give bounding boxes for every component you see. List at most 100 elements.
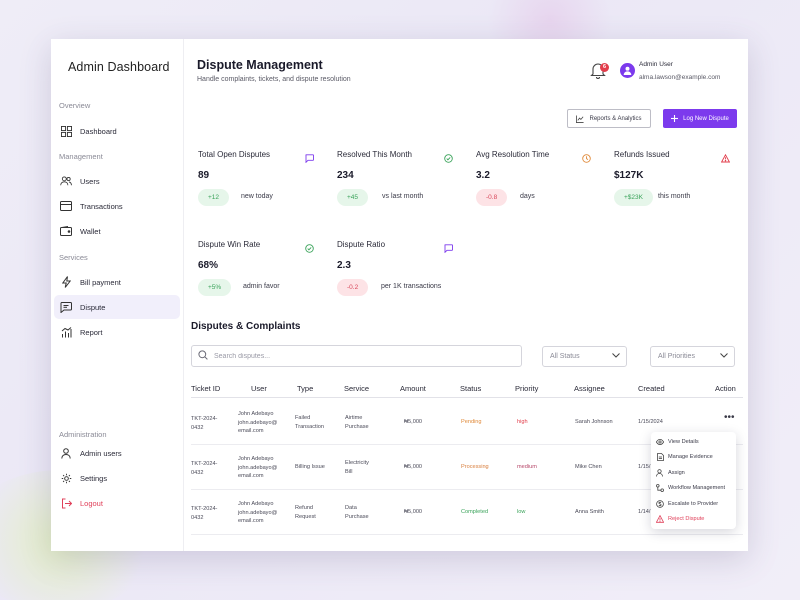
sidebar-item-wallet[interactable]: Wallet [54, 219, 180, 243]
plus-icon [671, 115, 679, 122]
amount-cell: ₦5,000 [404, 509, 423, 515]
search-box [191, 345, 522, 367]
user-cell: John Adebayo john.adebayo@ email.com [238, 411, 278, 434]
column-header: Action [715, 384, 736, 393]
users-icon [60, 175, 72, 187]
stat-card-avg-resolution: Avg Resolution Time 3.2 -0.8 days [476, 150, 596, 220]
stat-change-badge: -0.8 [476, 189, 508, 206]
section-title: Disputes & Complaints [191, 321, 301, 332]
stat-card-dispute-ratio: Dispute Ratio 2.3 -0.2 per 1K transactio… [337, 240, 457, 310]
created-cell: 1/14/ [638, 509, 651, 515]
gear-icon [60, 472, 72, 484]
column-header: Assignee [574, 384, 605, 393]
user-cell: John Adebayo john.adebayo@ email.com [238, 501, 278, 524]
stat-label: Dispute Ratio [337, 240, 386, 249]
ticket-id: TKT-2024- 0432 [191, 461, 218, 476]
log-new-dispute-label: Log New Dispute [683, 115, 729, 122]
menu-item-label: Workflow Management [668, 485, 726, 492]
bar-chart-icon [60, 326, 72, 338]
sidebar-item-dashboard[interactable]: Dashboard [54, 119, 180, 143]
search-input[interactable] [214, 352, 494, 360]
stat-note: admin favor [243, 283, 280, 290]
page-subtitle: Handle complaints, tickets, and dispute … [197, 76, 351, 83]
document-icon [656, 453, 664, 462]
sidebar-item-label: Bill payment [80, 277, 121, 287]
assignee-cell: Anna Smith [575, 509, 604, 515]
section-management: Management [59, 152, 103, 161]
menu-item-assign[interactable]: Assign [651, 465, 736, 481]
dollar-circle-icon [656, 499, 664, 508]
sidebar-item-label: Admin users [80, 448, 122, 458]
sidebar-item-users[interactable]: Users [54, 169, 180, 193]
stat-value: 3.2 [476, 170, 490, 181]
assignee-cell: Sarah Johnson [575, 419, 613, 425]
table-row[interactable]: TKT-2024- 0432 John Adebayo john.adebayo@ e… [191, 400, 743, 445]
sidebar-item-label: Transactions [80, 201, 123, 211]
sidebar-item-label: Logout [80, 498, 103, 508]
sidebar-item-admin-users[interactable]: Admin users [54, 441, 180, 465]
more-actions-icon[interactable]: ••• [724, 412, 735, 423]
menu-item-escalate[interactable]: Escalate to Provider [651, 496, 736, 512]
main-content: Dispute Management Handle complaints, ti… [185, 39, 748, 551]
menu-item-label: Manage Evidence [668, 454, 713, 461]
status-badge: Processing [461, 464, 489, 470]
assignee-cell: Mike Chen [575, 464, 602, 470]
sidebar-item-report[interactable]: Report [54, 320, 180, 344]
menu-item-label: View Details [668, 438, 699, 445]
sidebar-item-bill-payment[interactable]: Bill payment [54, 270, 180, 294]
stat-label: Total Open Disputes [198, 150, 271, 159]
sidebar-item-logout[interactable]: Logout [54, 491, 180, 515]
priority-filter-select[interactable]: All Priorities [650, 346, 735, 367]
avatar[interactable] [620, 63, 635, 78]
table-header: Ticket ID User Type Service Amount Statu… [191, 384, 743, 398]
stat-value: 68% [198, 260, 219, 271]
section-administration: Administration [59, 430, 107, 439]
stat-card-win-rate: Dispute Win Rate 68% +5% admin favor [198, 240, 318, 310]
sidebar-item-label: Settings [80, 473, 108, 483]
clock-icon [582, 150, 591, 163]
stat-value: 2.3 [337, 260, 351, 271]
reports-analytics-button[interactable]: Reports & Analytics [567, 109, 651, 128]
stat-note: vs last month [382, 193, 424, 200]
stat-change-badge: +12 [198, 189, 230, 206]
warning-icon [720, 150, 731, 163]
sidebar-item-transactions[interactable]: Transactions [54, 194, 180, 218]
column-header: Status [460, 384, 482, 393]
amount-cell: ₦5,000 [404, 419, 423, 425]
user-name: Admin User [639, 61, 673, 68]
menu-item-view-details[interactable]: View Details [651, 434, 736, 450]
user-plus-icon [656, 468, 664, 477]
stat-value: 89 [198, 170, 210, 181]
sidebar-item-label: Wallet [80, 226, 101, 236]
sidebar-item-settings[interactable]: Settings [54, 466, 180, 490]
priority-badge: low [517, 509, 526, 515]
column-header: Amount [400, 384, 426, 393]
wallet-icon [60, 225, 72, 237]
brand-title: Admin Dashboard [68, 60, 170, 74]
table-row[interactable]: TKT-2024- 0432 John Adebayo john.adebayo@ e… [191, 490, 743, 535]
priority-badge: medium [517, 464, 537, 470]
grid-icon [60, 125, 72, 137]
stat-label: Refunds Issued [614, 150, 670, 159]
menu-item-workflow-management[interactable]: Workflow Management [651, 481, 736, 497]
log-new-dispute-button[interactable]: Log New Dispute [663, 109, 737, 128]
service-cell: Data Purchase [345, 505, 369, 520]
reports-analytics-label: Reports & Analytics [589, 115, 642, 122]
menu-item-reject-dispute[interactable]: Reject Dispute [651, 512, 736, 528]
stat-value: 234 [337, 170, 354, 181]
created-cell: 1/15/ [638, 464, 651, 470]
stat-note: per 1K transactions [381, 283, 442, 290]
type-cell: Refund Request [295, 505, 316, 520]
status-filter-value: All Status [550, 353, 580, 360]
status-filter-select[interactable]: All Status [542, 346, 627, 367]
column-header: Type [297, 384, 314, 393]
table-row[interactable]: TKT-2024- 0432 John Adebayo john.adebayo@ e… [191, 445, 743, 490]
menu-item-manage-evidence[interactable]: Manage Evidence [651, 450, 736, 466]
created-cell: 1/15/2024 [638, 419, 663, 425]
chevron-down-icon [720, 353, 728, 360]
priority-filter-value: All Priorities [658, 353, 695, 360]
app-window: Admin Dashboard Overview Dashboard Manag… [51, 39, 748, 551]
service-cell: Airtime Purchase [345, 415, 369, 430]
sidebar-item-dispute[interactable]: Dispute [54, 295, 180, 319]
stat-card-total-open: Total Open Disputes 89 +12 new today [198, 150, 318, 220]
